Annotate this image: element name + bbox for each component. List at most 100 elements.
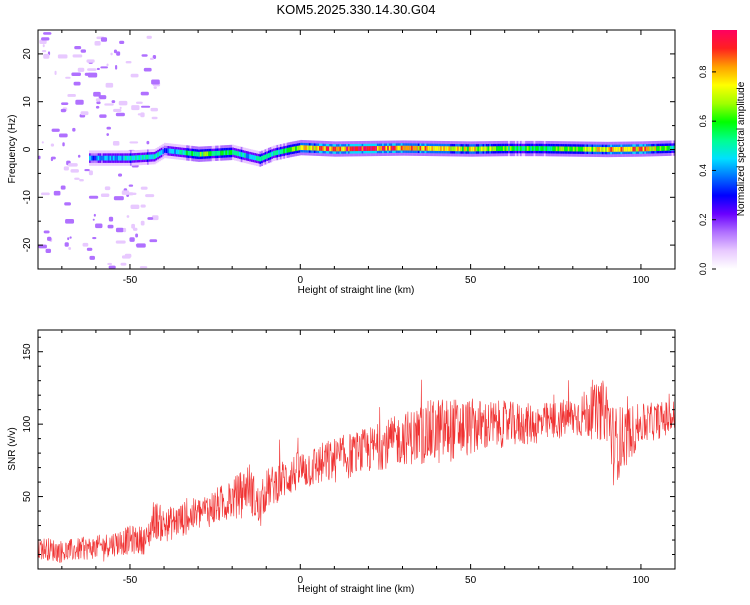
- spectrogram-cell: [540, 146, 543, 151]
- spectrogram-cell: [296, 145, 299, 151]
- spectrogram-cell: [339, 146, 342, 152]
- spectrogram-cell: [50, 143, 55, 147]
- spectrogram-cell: [149, 57, 154, 60]
- spectrogram-cell: [458, 146, 461, 152]
- spectrogram-cell: [69, 236, 72, 239]
- y-tick-label: 0: [22, 146, 33, 152]
- spectrogram-cell: [153, 154, 156, 160]
- spectrogram-cell: [477, 146, 480, 152]
- spectrogram-cell: [133, 155, 136, 161]
- spectrogram-cell: [93, 91, 101, 97]
- spectrogram-cell: [174, 149, 177, 154]
- spectrogram-cell: [107, 155, 110, 161]
- spectrogram-cell: [330, 146, 333, 152]
- spectrogram-cell: [129, 155, 132, 161]
- spectrogram-cell: [235, 150, 238, 156]
- spectrogram-cell: [152, 154, 154, 160]
- spectrogram-y-ticks: -20 -10 0 10 20: [22, 29, 675, 270]
- spectrogram-cell: [591, 146, 594, 152]
- spectrogram-cell: [119, 155, 122, 161]
- spectrogram-cell: [206, 151, 209, 157]
- spectrogram-cell: [552, 146, 555, 152]
- spectrogram-cell: [344, 146, 347, 152]
- spectrogram-cell: [569, 146, 572, 152]
- spectrogram-cell: [43, 32, 52, 35]
- spectrogram-cell: [295, 146, 298, 151]
- spectrogram-cell: [535, 146, 538, 151]
- spectrogram-cell: [111, 100, 116, 104]
- spectrogram-cell: [131, 155, 134, 161]
- spectrogram-cell: [460, 146, 463, 152]
- spectrogram-cell: [145, 194, 155, 198]
- spectrogram-cell: [560, 146, 563, 152]
- spectrogram-cell: [137, 113, 141, 116]
- spectrogram-cell: [151, 80, 157, 84]
- spectrogram-cell: [104, 103, 114, 106]
- spectrogram-cell: [501, 146, 504, 151]
- spectrogram-cell: [516, 146, 519, 151]
- spectrogram-cell: [347, 146, 350, 152]
- spectrogram-cell: [312, 145, 315, 151]
- spectrogram-cell: [119, 40, 125, 45]
- spectrogram-cell: [90, 155, 93, 161]
- spectrogram-cell: [610, 147, 613, 152]
- spectrogram-cell: [201, 151, 204, 157]
- spectrogram-cell: [310, 145, 313, 151]
- spectrogram-cell: [136, 243, 146, 248]
- spectrogram-cell: [99, 114, 107, 118]
- spectrogram-cell: [211, 151, 214, 156]
- spectrogram-cell: [559, 146, 562, 152]
- spectrogram-cell: [445, 146, 447, 152]
- spectrogram-cell: [259, 156, 262, 162]
- spectrogram-cell: [74, 46, 82, 50]
- spectrogram-cell: [487, 146, 490, 152]
- spectrogram-cell: [359, 146, 362, 152]
- spectrogram-cell: [128, 155, 131, 161]
- spectrogram-cell: [194, 151, 197, 157]
- spectrogram-cell: [518, 146, 521, 151]
- spectrogram-cell: [132, 227, 138, 231]
- spectrogram-cell: [462, 146, 464, 152]
- spectrogram-cell: [421, 145, 424, 151]
- spectrogram-cell: [499, 146, 502, 152]
- spectrogram-cell: [96, 101, 101, 105]
- spectrogram-cell: [388, 145, 391, 151]
- spectrogram-cell: [274, 150, 277, 156]
- spectrogram-cell: [252, 155, 255, 160]
- spectrogram-cell: [237, 151, 240, 157]
- spectrogram-cell: [140, 155, 143, 160]
- spectrogram-cell: [145, 154, 148, 160]
- spectrogram-cell: [639, 146, 642, 152]
- spectrogram-cell: [324, 146, 327, 151]
- spectrogram-cell: [513, 146, 516, 151]
- spectrogram-cell: [106, 155, 109, 161]
- spectrogram-cell: [564, 146, 567, 152]
- spectrogram-cell: [652, 146, 655, 152]
- spectrogram-cell: [620, 146, 623, 152]
- spectrogram-cell: [511, 146, 514, 151]
- spectrogram-cell: [365, 146, 367, 151]
- spectrogram-cell: [366, 146, 369, 151]
- spectrogram-cell: [576, 146, 579, 152]
- x-tick-label: 50: [465, 275, 477, 286]
- spectrogram-cell: [383, 145, 386, 151]
- spectrogram-cell: [89, 255, 95, 260]
- spectrogram-cell: [242, 152, 245, 158]
- spectrogram-cell: [557, 146, 560, 152]
- spectrogram-cell: [95, 105, 100, 109]
- spectrogram-cell: [596, 146, 599, 152]
- spectrogram-cell: [130, 73, 139, 78]
- spectrogram-cell: [172, 149, 175, 154]
- spectrogram-cell: [656, 146, 659, 151]
- spectrogram-cell: [140, 186, 148, 190]
- spectrogram-cell: [502, 146, 505, 151]
- spectrogram-cell: [574, 146, 577, 152]
- spectrogram-cell: [545, 146, 548, 152]
- spectrogram-cell: [455, 146, 458, 152]
- spectrogram-cell: [39, 39, 47, 45]
- spectrogram-cell: [390, 145, 393, 151]
- spectrogram-cell: [480, 146, 483, 152]
- spectrogram-cell: [363, 146, 366, 152]
- spectrogram-cell: [109, 155, 112, 161]
- spectrogram-cell: [271, 151, 274, 157]
